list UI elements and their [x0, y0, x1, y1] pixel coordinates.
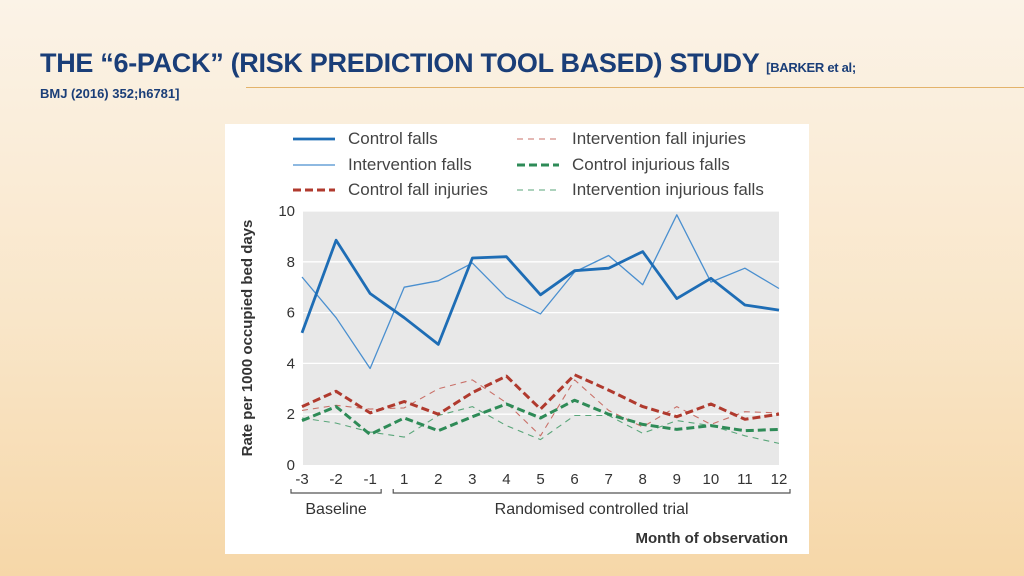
x-tick-label: -2	[329, 471, 342, 488]
series-line	[301, 373, 780, 421]
citation-part2: BMJ (2016) 352;h6781]	[40, 86, 180, 101]
legend: Control falls Intervention falls Control f…	[293, 129, 764, 199]
x-axis-label: Month of observation	[636, 530, 789, 547]
x-tick-label: 12	[771, 471, 788, 488]
y-tick-label: 8	[287, 254, 295, 271]
period-brackets: Baseline Randomised controlled trial	[290, 489, 791, 518]
series-line	[301, 214, 780, 370]
legend-label: Control injurious falls	[572, 155, 730, 174]
period-label: Randomised controlled trial	[495, 501, 689, 518]
period-label: Baseline	[305, 501, 366, 518]
legend-label: Intervention falls	[348, 155, 472, 174]
x-tick-label: 2	[434, 471, 442, 488]
legend-label: Control fall injuries	[348, 180, 488, 199]
x-tick-label: 4	[502, 471, 510, 488]
series-line	[301, 398, 780, 436]
legend-label: Intervention fall injuries	[572, 129, 746, 148]
period-bracket	[392, 489, 791, 494]
citation-part1: [BARKER et al;	[766, 60, 856, 75]
legend-label: Intervention injurious falls	[572, 180, 764, 199]
y-tick-label: 10	[278, 203, 295, 220]
y-tick-label: 0	[287, 457, 295, 474]
series-line	[301, 406, 780, 444]
x-tick-label: 5	[536, 471, 544, 488]
y-tick-label: 4	[287, 355, 295, 372]
x-tick-label: -1	[363, 471, 376, 488]
x-tick-label: 8	[639, 471, 647, 488]
x-tick-label: 11	[737, 471, 753, 488]
y-axis-label: Rate per 1000 occupied bed days	[239, 220, 256, 457]
series-line	[300, 238, 780, 346]
slide-title-text: THE “6-PACK” (RISK PREDICTION TOOL BASED…	[40, 48, 759, 78]
chart-figure: 0 2 4 6 8 10 -3 -2 -1 1 2 3 4 5 6 7 8 9 10 11 12 Control fal…	[225, 124, 809, 554]
plot-area	[303, 211, 779, 465]
x-tick-label: 6	[570, 471, 578, 488]
title-divider	[246, 87, 1024, 88]
x-tick-label: 7	[604, 471, 612, 488]
legend-label: Control falls	[348, 129, 438, 148]
x-tick-label: 10	[703, 471, 720, 488]
x-tick-label: 9	[673, 471, 681, 488]
period-bracket	[290, 489, 382, 494]
x-tick-label: 1	[400, 471, 408, 488]
series-lines	[300, 214, 780, 444]
y-tick-label: 2	[287, 406, 295, 423]
x-tick-label: 3	[468, 471, 476, 488]
y-tick-label: 6	[287, 305, 295, 322]
x-tick-label: -3	[295, 471, 308, 488]
slide-title: THE “6-PACK” (RISK PREDICTION TOOL BASED…	[40, 48, 856, 79]
